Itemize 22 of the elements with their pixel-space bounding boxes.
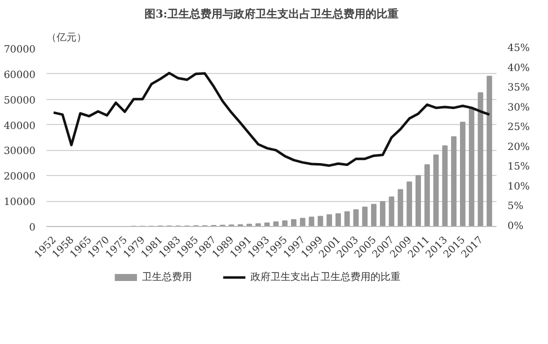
y-tick-label: 40000 bbox=[4, 120, 36, 132]
y2-tick-label: 35% bbox=[508, 82, 530, 94]
y2-tick-label: 25% bbox=[508, 122, 530, 134]
y2-tick-label: 5% bbox=[508, 201, 524, 212]
legend-label: 政府卫生支出占卫生总费用的比重 bbox=[250, 271, 401, 283]
y2-tick-label: 15% bbox=[508, 162, 530, 173]
y-tick-label: 20000 bbox=[4, 172, 36, 183]
y-tick-label: 50000 bbox=[4, 95, 36, 106]
y-tick-label: 10000 bbox=[4, 197, 36, 208]
y-tick-label: 60000 bbox=[4, 70, 36, 81]
y2-tick-label: 0% bbox=[508, 221, 524, 232]
y-tick-label: 30000 bbox=[4, 146, 36, 158]
y2-tick-label: 10% bbox=[508, 181, 530, 192]
y-tick-label: 0 bbox=[29, 222, 36, 234]
chart-title: 图3:卫生总费用与政府卫生支出占卫生总费用的比重 bbox=[144, 8, 398, 20]
y-tick-label: 70000 bbox=[4, 44, 36, 56]
y2-tick-label: 30% bbox=[508, 102, 530, 114]
y2-tick-label: 40% bbox=[508, 62, 530, 74]
y2-tick-label: 20% bbox=[508, 142, 530, 153]
legend-label: 卫生总费用 bbox=[142, 271, 192, 283]
y2-tick-label: 45% bbox=[508, 43, 530, 54]
y-axis-title: （亿元） bbox=[46, 32, 86, 44]
